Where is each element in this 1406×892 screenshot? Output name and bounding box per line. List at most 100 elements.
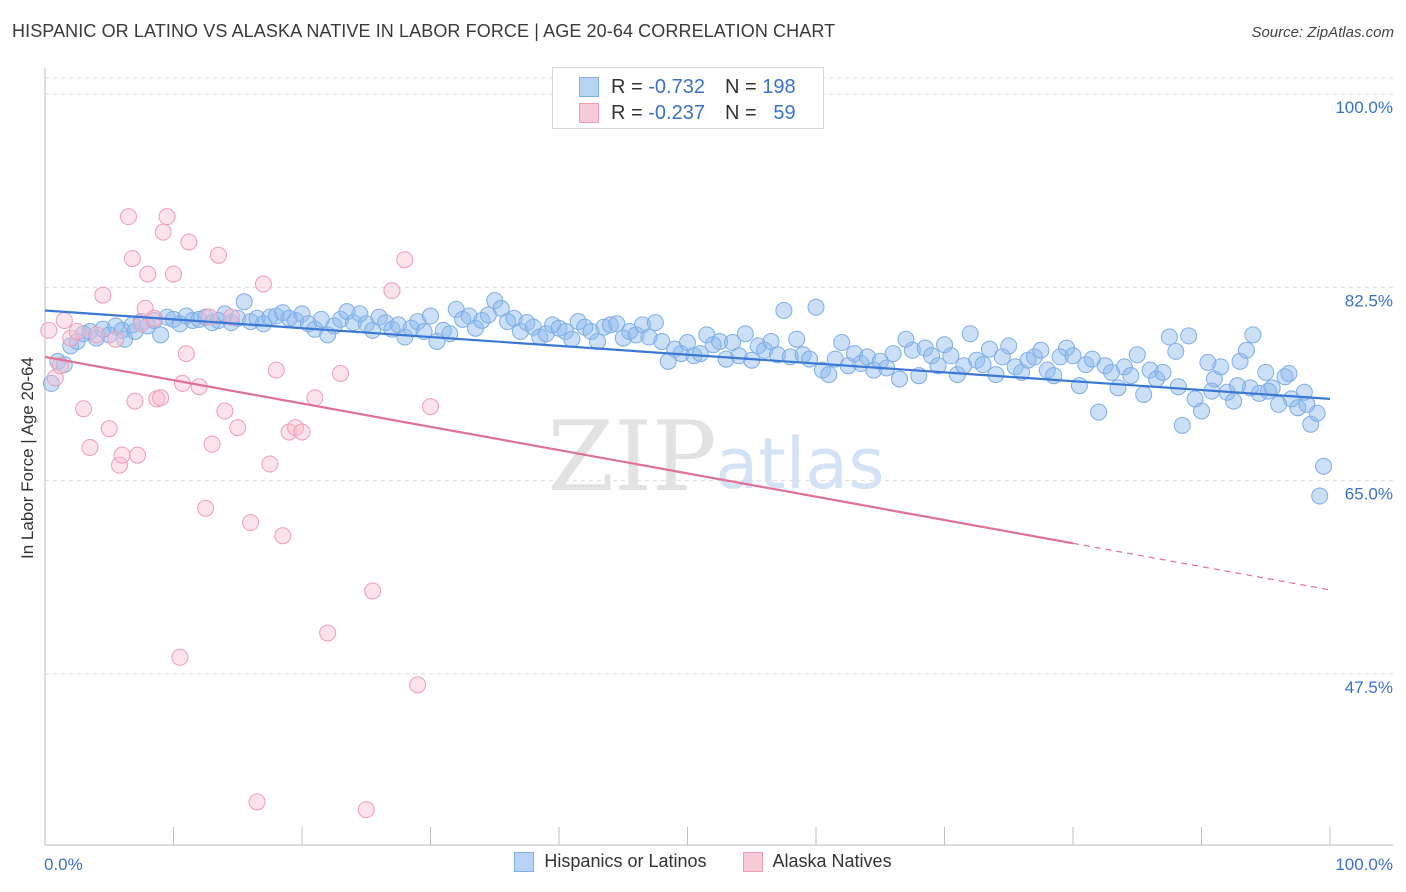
hispanic-data-point [1257,363,1275,381]
hispanic-data-point [1154,363,1172,381]
hispanic-data-point [1032,341,1050,359]
legend-item-alaska[interactable]: Alaska Natives [742,851,892,872]
legend-swatch-blue [514,851,535,872]
alaska-data-point [306,389,324,407]
legend-r-label: R = [611,101,643,124]
hispanic-data-point [1259,382,1277,400]
hispanic-data-point [717,350,735,368]
hispanic-data-point [1193,402,1210,420]
alaska-data-point [267,361,285,379]
hispanic-data-point [1070,377,1088,395]
legend-item-hispanics[interactable]: Hispanics or Latinos [514,851,707,872]
hispanic-data-point [1064,347,1082,365]
hispanic-data-point [1225,392,1243,410]
hispanic-data-point [1241,379,1259,397]
alaska-data-point [274,527,292,545]
alaska-data-point [75,400,93,418]
alaska-data-point [154,223,172,241]
hispanic-data-point [1141,361,1159,379]
hispanic-data-point [422,307,439,325]
hispanic-data-point [1000,337,1018,355]
alaska-data-point [222,308,240,326]
hispanic-data-point [1302,415,1320,433]
alaska-data-point [216,402,234,420]
alaska-data-point [111,456,129,474]
hispanic-data-point [1311,487,1329,505]
hispanic-data-point [653,332,671,350]
alaska-data-point [171,648,189,666]
hispanic-data-point [1103,363,1121,381]
hispanic-data-point [614,329,632,347]
hispanic-data-point [897,330,915,348]
watermark: ZIP atlas [547,401,884,513]
hispanic-data-point [736,325,754,343]
alaska-data-point [364,582,382,600]
alaska-data-point [87,326,105,344]
hispanic-data-point [1244,326,1262,344]
hispanic-data-point [1109,379,1127,397]
hispanic-data-point [801,350,819,368]
hispanic-data-point [209,311,227,329]
alaska-data-point [62,329,80,347]
hispanic-data-point [235,293,253,311]
hispanic-data-point [1096,357,1114,375]
hispanic-data-point [537,325,555,343]
hispanic-data-point [595,318,613,336]
y-tick-label: 65.0% [1345,485,1393,504]
alaska-data-point [129,446,147,464]
alaska-data-point [197,499,215,517]
legend-label-alaska: Alaska Natives [772,851,892,871]
hispanic-data-point [563,330,581,348]
legend-n-value: 198 [762,75,796,98]
hispanic-data-point [1122,367,1140,385]
alaska-data-point [158,208,176,226]
series-legend: Hispanics or Latinos Alaska Natives [0,851,1406,872]
legend-n-label: N = [724,101,757,124]
hispanic-data-point [846,345,864,363]
alaska-data-point [165,265,182,283]
hispanic-data-point [1167,342,1185,360]
hispanic-data-point [640,328,658,346]
watermark-zip: ZIP [547,401,716,513]
alaska-data-point [319,624,337,642]
hispanic-data-point [961,325,979,343]
hispanic-data-point [627,326,645,344]
alaska-data-point [113,446,131,464]
hispanic-data-point [1180,327,1198,345]
hispanic-data-point [993,348,1011,366]
hispanic-data-point [377,314,395,332]
alaska-data-point [123,250,141,268]
hispanic-data-point [871,352,889,370]
legend-r-label: R = [611,75,643,98]
hispanic-data-point [775,302,793,320]
hispanic-data-point [788,330,806,348]
hispanic-data-point [254,315,272,333]
legend-swatch-alaska [579,103,599,123]
hispanic-data-point [582,323,600,341]
legend-row-hispanic: R = -0.732 N = 198 [579,74,796,100]
hispanic-data-point [974,356,992,374]
alaska-data-point [248,793,266,811]
alaska-data-point [120,208,138,226]
hispanic-data-point [1135,385,1153,403]
alaska-data-point [409,676,427,694]
hispanic-data-point [691,345,709,363]
alaska-data-point [242,514,260,532]
y-tick-label: 82.5% [1345,291,1393,310]
hispanic-data-point [1289,399,1307,417]
hispanic-data-point [1115,358,1133,376]
alaska-data-point [422,398,439,416]
hispanic-data-point [768,346,786,364]
alaska-data-point [396,251,414,269]
hispanic-trend-line [44,309,1331,400]
hispanic-data-point [351,305,369,323]
alaska-data-point [209,246,227,264]
x-tick-label: 100.0% [1335,855,1393,874]
chart-title: HISPANIC OR LATINO VS ALASKA NATIVE IN L… [12,21,836,41]
hispanic-data-point [1298,395,1316,413]
alaska-data-point [81,438,99,456]
alaska-data-point [100,420,118,438]
hispanic-data-point [1237,341,1255,359]
legend-n-label: N = [724,75,757,98]
